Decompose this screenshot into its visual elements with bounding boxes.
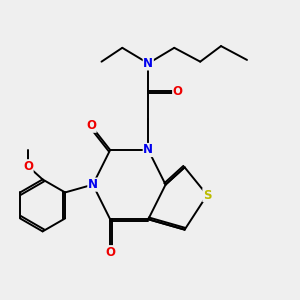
Text: N: N <box>88 178 98 191</box>
Text: O: O <box>173 85 183 98</box>
Text: N: N <box>143 57 153 70</box>
Text: O: O <box>86 119 96 132</box>
Text: O: O <box>23 160 33 173</box>
Text: N: N <box>143 143 153 157</box>
Text: S: S <box>203 188 212 202</box>
Text: O: O <box>105 246 115 259</box>
